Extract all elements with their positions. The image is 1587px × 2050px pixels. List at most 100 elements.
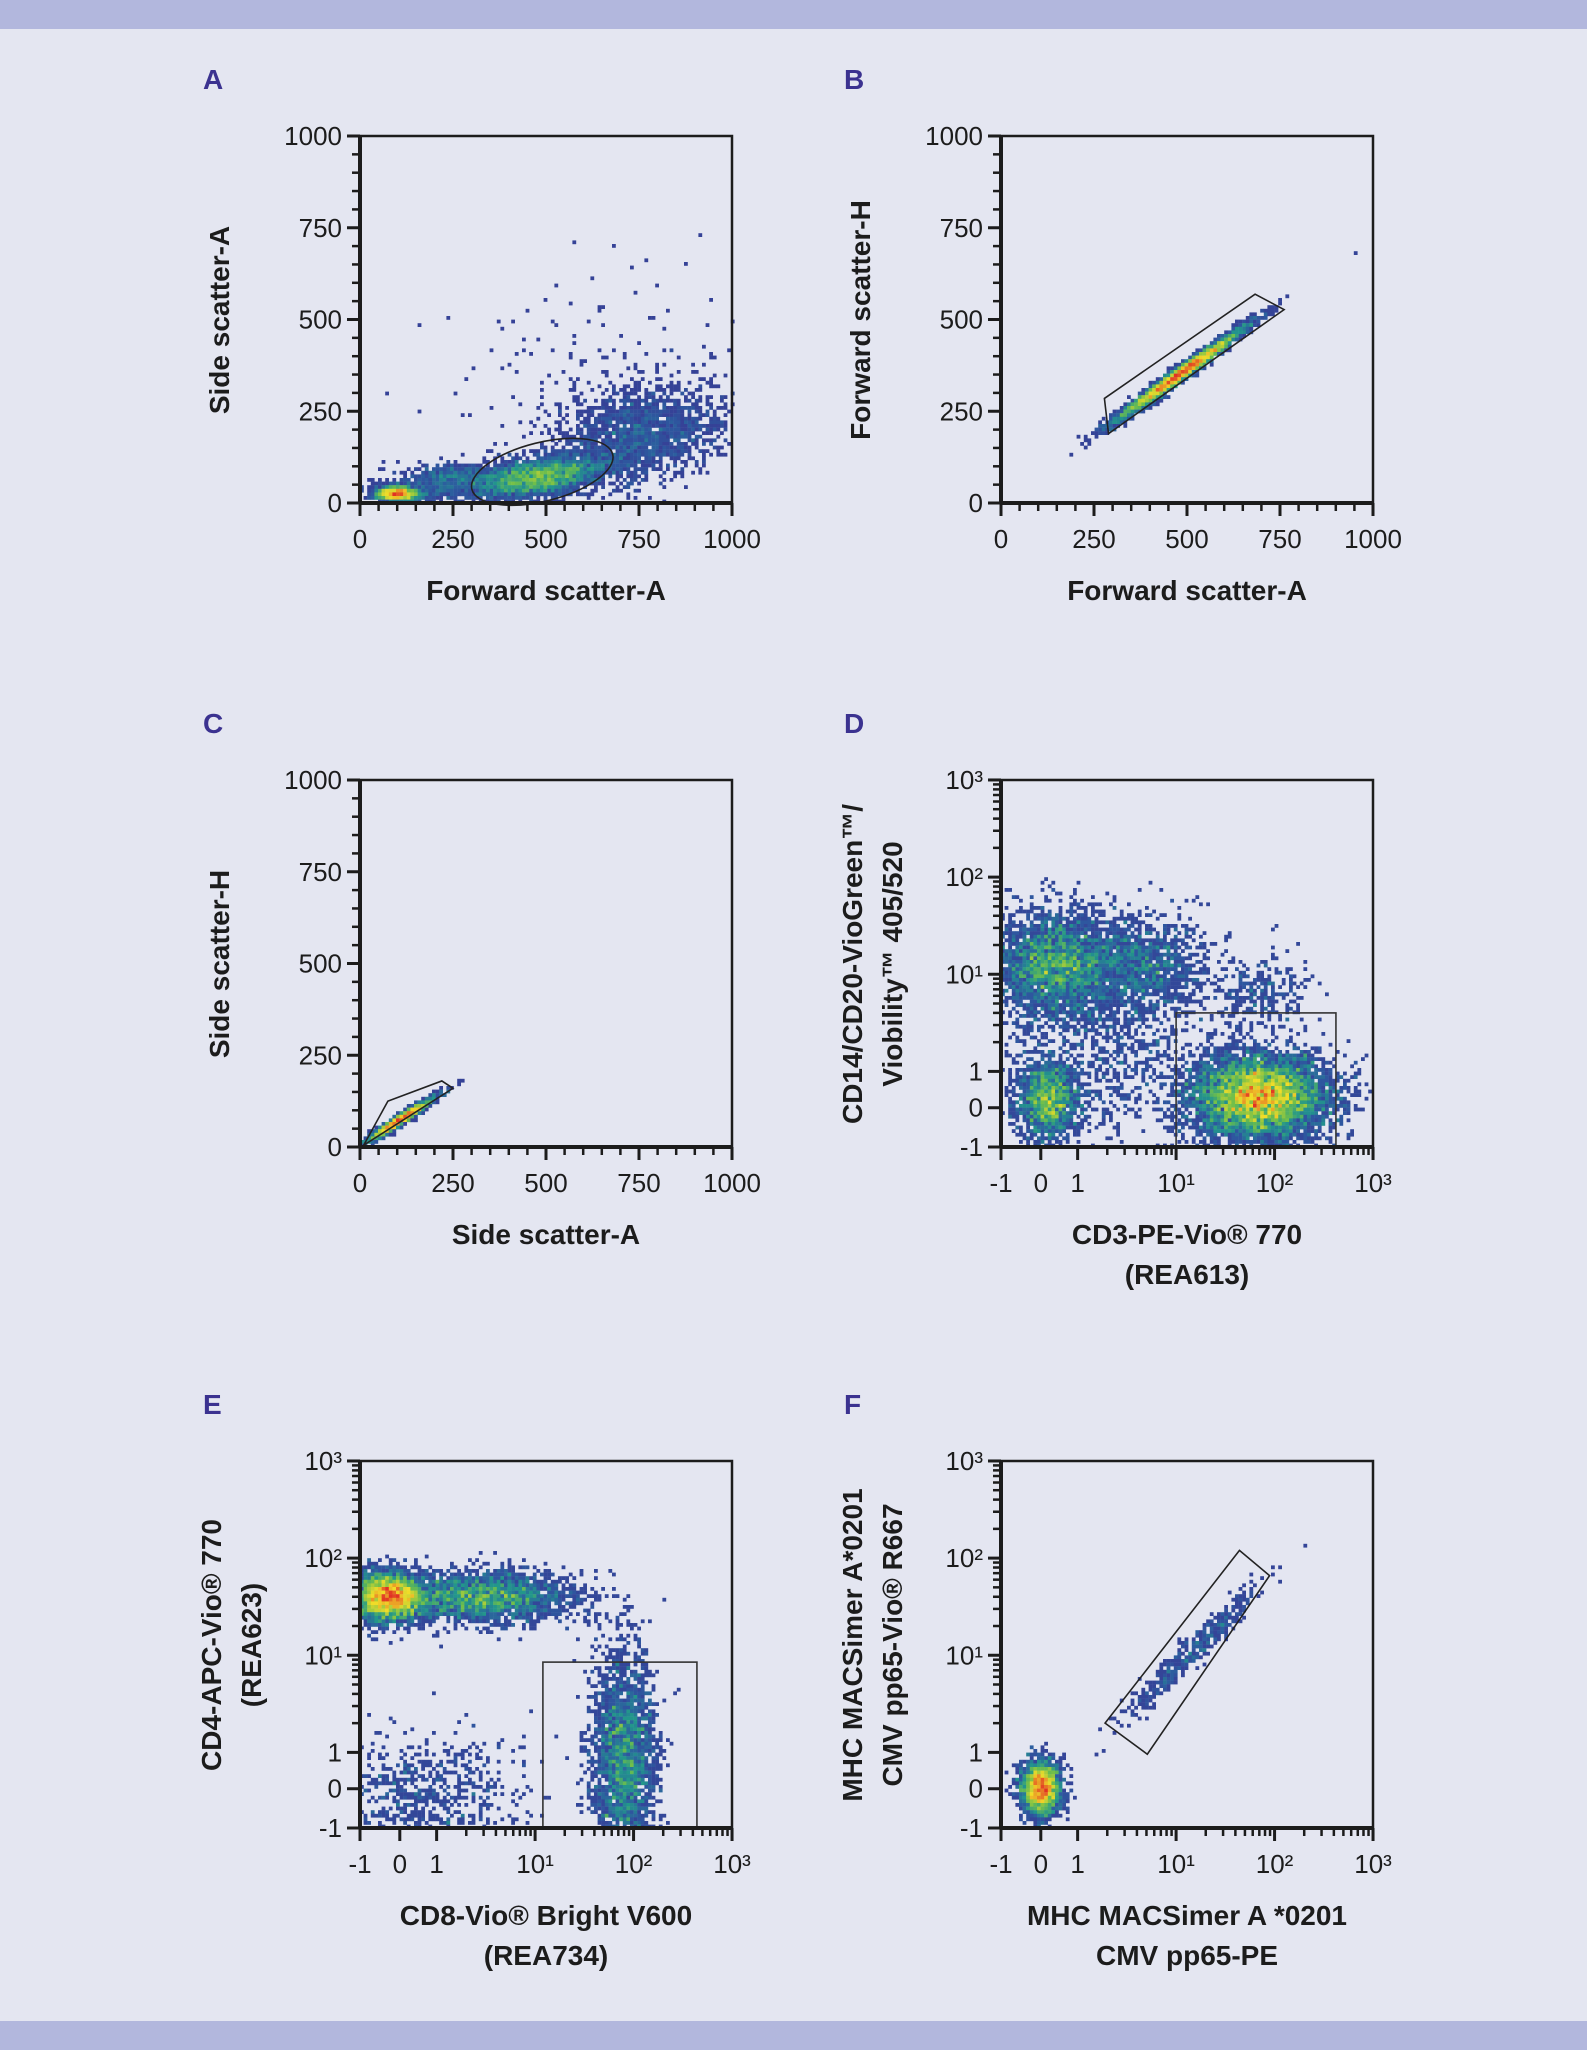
- density-cell: [1148, 927, 1153, 932]
- density-cell: [1191, 931, 1196, 935]
- density-cell: [576, 452, 580, 457]
- density-cell: [406, 481, 411, 486]
- density-cell: [568, 442, 573, 446]
- density-cell: [597, 467, 602, 471]
- density-cell: [687, 434, 692, 439]
- density-cell: [644, 406, 649, 410]
- density-cell: [1008, 942, 1012, 946]
- density-cell: [1220, 344, 1225, 349]
- density-cell: [1065, 916, 1070, 921]
- density-cell: [1202, 1046, 1207, 1051]
- density-cell: [558, 431, 562, 435]
- density-cell: [367, 488, 371, 493]
- density-cell: [604, 449, 609, 453]
- density-cell: [658, 413, 663, 417]
- density-cell: [1332, 1057, 1336, 1061]
- density-cell: [428, 474, 433, 479]
- density-cell: [1137, 1014, 1142, 1018]
- density-cell: [1202, 366, 1207, 371]
- density-cell: [1123, 1024, 1128, 1029]
- density-cell: [1101, 427, 1106, 432]
- density-cell: [1040, 1075, 1045, 1079]
- density-cell: [608, 438, 613, 443]
- density-cell: [604, 434, 609, 439]
- density-cell: [1292, 974, 1297, 979]
- density-cell: [568, 474, 573, 479]
- density-cell: [536, 416, 541, 421]
- density-cell: [1112, 1028, 1117, 1033]
- density-cell: [1080, 1093, 1084, 1097]
- density-cell: [1116, 960, 1120, 964]
- density-cell: [1091, 1010, 1095, 1015]
- density-cell: [547, 481, 551, 486]
- density-cell: [673, 398, 677, 403]
- density-cell: [1148, 1064, 1153, 1069]
- density-cell: [1044, 898, 1048, 903]
- density-cell: [666, 416, 670, 421]
- density-cell: [1047, 942, 1052, 946]
- density-cell: [1073, 945, 1077, 950]
- density-cell: [1141, 992, 1146, 997]
- density-cell: [406, 478, 411, 482]
- density-cell: [540, 388, 544, 392]
- density-cell: [414, 1114, 418, 1119]
- density-cell: [1181, 1053, 1185, 1058]
- density-cell: [1080, 970, 1084, 975]
- density-cell: [1076, 978, 1081, 982]
- density-cell: [1062, 949, 1066, 953]
- density-cell: [406, 496, 411, 500]
- x-axis-label: Side scatter-A: [286, 1215, 806, 1255]
- density-cell: [1137, 974, 1142, 979]
- density-cell: [1051, 1053, 1056, 1058]
- density-cell: [1119, 1024, 1124, 1029]
- density-cell: [669, 409, 674, 414]
- density-cell: [1101, 996, 1106, 1000]
- density-cell: [1199, 1057, 1203, 1061]
- density-cell: [1051, 924, 1056, 928]
- density-cell: [1271, 1089, 1275, 1094]
- density-cell: [1134, 1071, 1138, 1076]
- density-cell: [1260, 1075, 1264, 1079]
- density-cell: [1109, 992, 1113, 997]
- density-cell: [1087, 981, 1092, 986]
- density-cell: [432, 467, 436, 471]
- density-cell: [1177, 1093, 1182, 1097]
- density-cell: [417, 492, 422, 497]
- density-cell: [1249, 985, 1254, 989]
- density-cell: [1116, 999, 1120, 1004]
- density-cell: [1191, 1089, 1196, 1094]
- density-cell: [1148, 406, 1153, 410]
- density-cell: [1184, 934, 1189, 939]
- density-cell: [633, 424, 638, 428]
- density-cell: [1231, 1035, 1236, 1040]
- density-cell: [496, 488, 501, 493]
- density-cell: [568, 355, 573, 360]
- density-cell: [673, 449, 677, 453]
- density-cell: [1109, 1003, 1113, 1007]
- density-cell: [658, 460, 663, 464]
- density-cell: [691, 424, 695, 428]
- density-cell: [586, 424, 591, 428]
- gate-polygon[interactable]: [363, 1080, 455, 1146]
- gate-ellipse[interactable]: [465, 426, 620, 518]
- density-cell: [1105, 1071, 1110, 1076]
- x-axis-label: Forward scatter-A: [927, 571, 1447, 611]
- density-cell: [1065, 1010, 1070, 1015]
- density-cell: [1051, 880, 1056, 885]
- density-cell: [705, 470, 710, 475]
- density-cell: [1141, 398, 1146, 403]
- density-cell: [1177, 370, 1182, 374]
- density-cell: [687, 452, 692, 457]
- density-cell: [684, 445, 688, 450]
- density-cell: [1083, 974, 1088, 979]
- density-cell: [622, 398, 627, 403]
- density-cell: [709, 442, 713, 446]
- density-cell: [1285, 1039, 1290, 1043]
- density-cell: [525, 456, 530, 461]
- density-cell: [630, 463, 634, 468]
- gate-polygon[interactable]: [1103, 293, 1286, 436]
- density-cell: [1076, 434, 1081, 439]
- density-cell: [637, 427, 641, 432]
- density-cell: [1130, 988, 1135, 993]
- density-cell: [633, 398, 638, 403]
